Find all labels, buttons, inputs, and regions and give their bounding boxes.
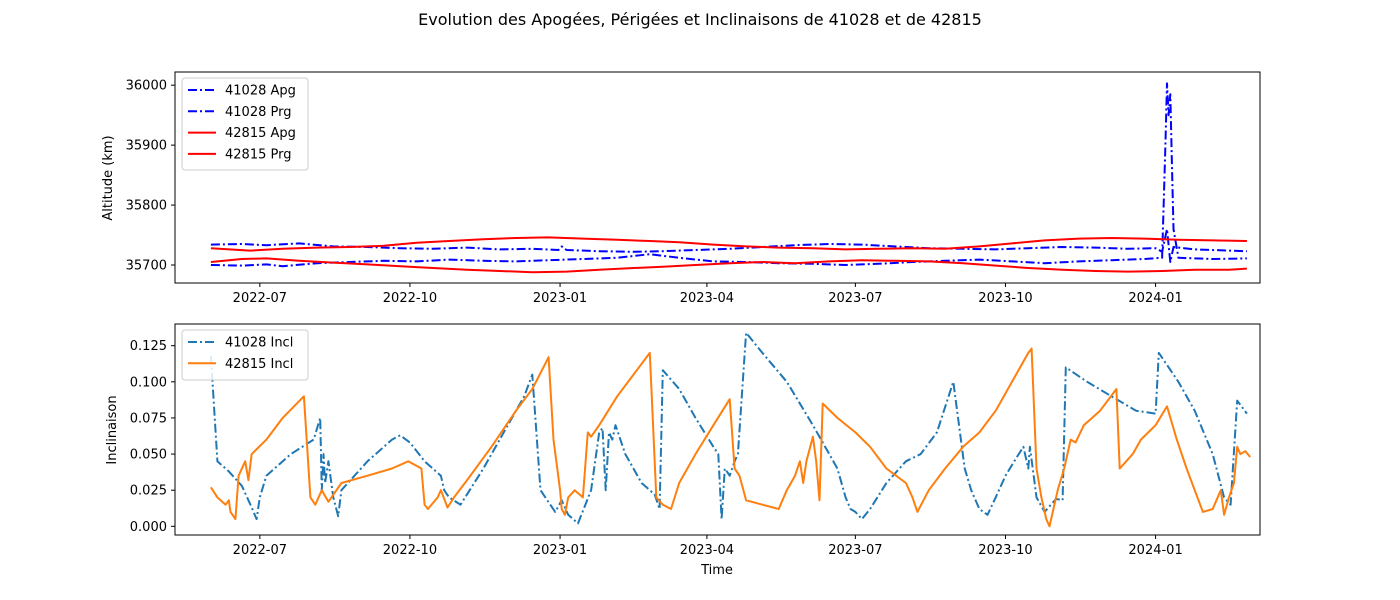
inclinaison-x-tick-label: 2023-07 <box>828 543 882 558</box>
time-x-axis-label: Time <box>700 563 733 578</box>
inclinaison-x-tick-label: 2024-01 <box>1128 543 1182 558</box>
altitude-legend-label: 41028 Prg <box>225 105 291 120</box>
inclinaison-series-line-2 <box>210 347 1251 528</box>
inclinaison-y-tick-label: 0.100 <box>130 375 167 390</box>
altitude-y-tick-label: 35800 <box>126 199 167 214</box>
altitude-series-line-4 <box>210 257 1247 274</box>
inclinaison-x-tick-label: 2022-10 <box>383 543 437 558</box>
altitude-y-tick-label: 35700 <box>126 259 167 274</box>
altitude-plot-frame <box>174 71 1261 284</box>
inclinaison-x-tick-label: 2023-01 <box>533 543 587 558</box>
altitude-legend-label: 41028 Apg <box>225 84 296 99</box>
altitude-legend-label: 42815 Apg <box>225 126 296 141</box>
altitude-x-tick-label: 2023-07 <box>828 291 882 306</box>
altitude-axes: Altitude (km) 2022-07 2022-10 2023-01 2023-… <box>101 71 1261 306</box>
altitude-series-line-3 <box>210 236 1247 252</box>
inclinaison-y-tick-label: 0.075 <box>130 411 167 426</box>
inclinaison-legend-label: 41028 Incl <box>225 336 293 351</box>
altitude-legend-label: 42815 Prg <box>225 147 291 162</box>
inclinaison-x-tick-label: 2023-04 <box>680 543 734 558</box>
altitude-y-axis-label: Altitude (km) <box>101 135 116 220</box>
altitude-series-line-2 <box>210 82 1247 268</box>
inclinaison-y-tick-label: 0.050 <box>130 448 167 463</box>
inclinaison-plot-frame <box>174 323 1261 536</box>
altitude-x-tick-label: 2022-07 <box>233 291 287 306</box>
inclinaison-x-tick-label: 2023-10 <box>978 543 1032 558</box>
altitude-x-tick-label: 2022-10 <box>383 291 437 306</box>
altitude-legend <box>181 77 309 171</box>
altitude-y-tick-label: 35900 <box>126 139 167 154</box>
inclinaison-series-line-1 <box>209 331 1248 525</box>
inclinaison-x-tick-label: 2022-07 <box>233 543 287 558</box>
altitude-series-line-1 <box>210 228 1247 263</box>
altitude-x-tick-label: 2023-04 <box>680 291 734 306</box>
inclinaison-y-axis-label: Inclinaison <box>105 395 120 464</box>
figure-title: Evolution des Apogées, Périgées et Incli… <box>418 10 982 29</box>
altitude-x-tick-label: 2023-01 <box>533 291 587 306</box>
inclinaison-legend-label: 42815 Incl <box>225 357 293 372</box>
inclinaison-axes: Inclinaison Time 2022-07 2022-10 2023-01 20… <box>105 323 1261 578</box>
inclinaison-y-tick-label: 0.025 <box>130 484 167 499</box>
altitude-x-tick-label: 2023-10 <box>978 291 1032 306</box>
inclinaison-y-tick-label: 0.125 <box>130 339 167 354</box>
altitude-x-tick-label: 2024-01 <box>1128 291 1182 306</box>
altitude-y-tick-label: 36000 <box>126 79 167 94</box>
inclinaison-y-tick-label: 0.000 <box>130 520 167 535</box>
